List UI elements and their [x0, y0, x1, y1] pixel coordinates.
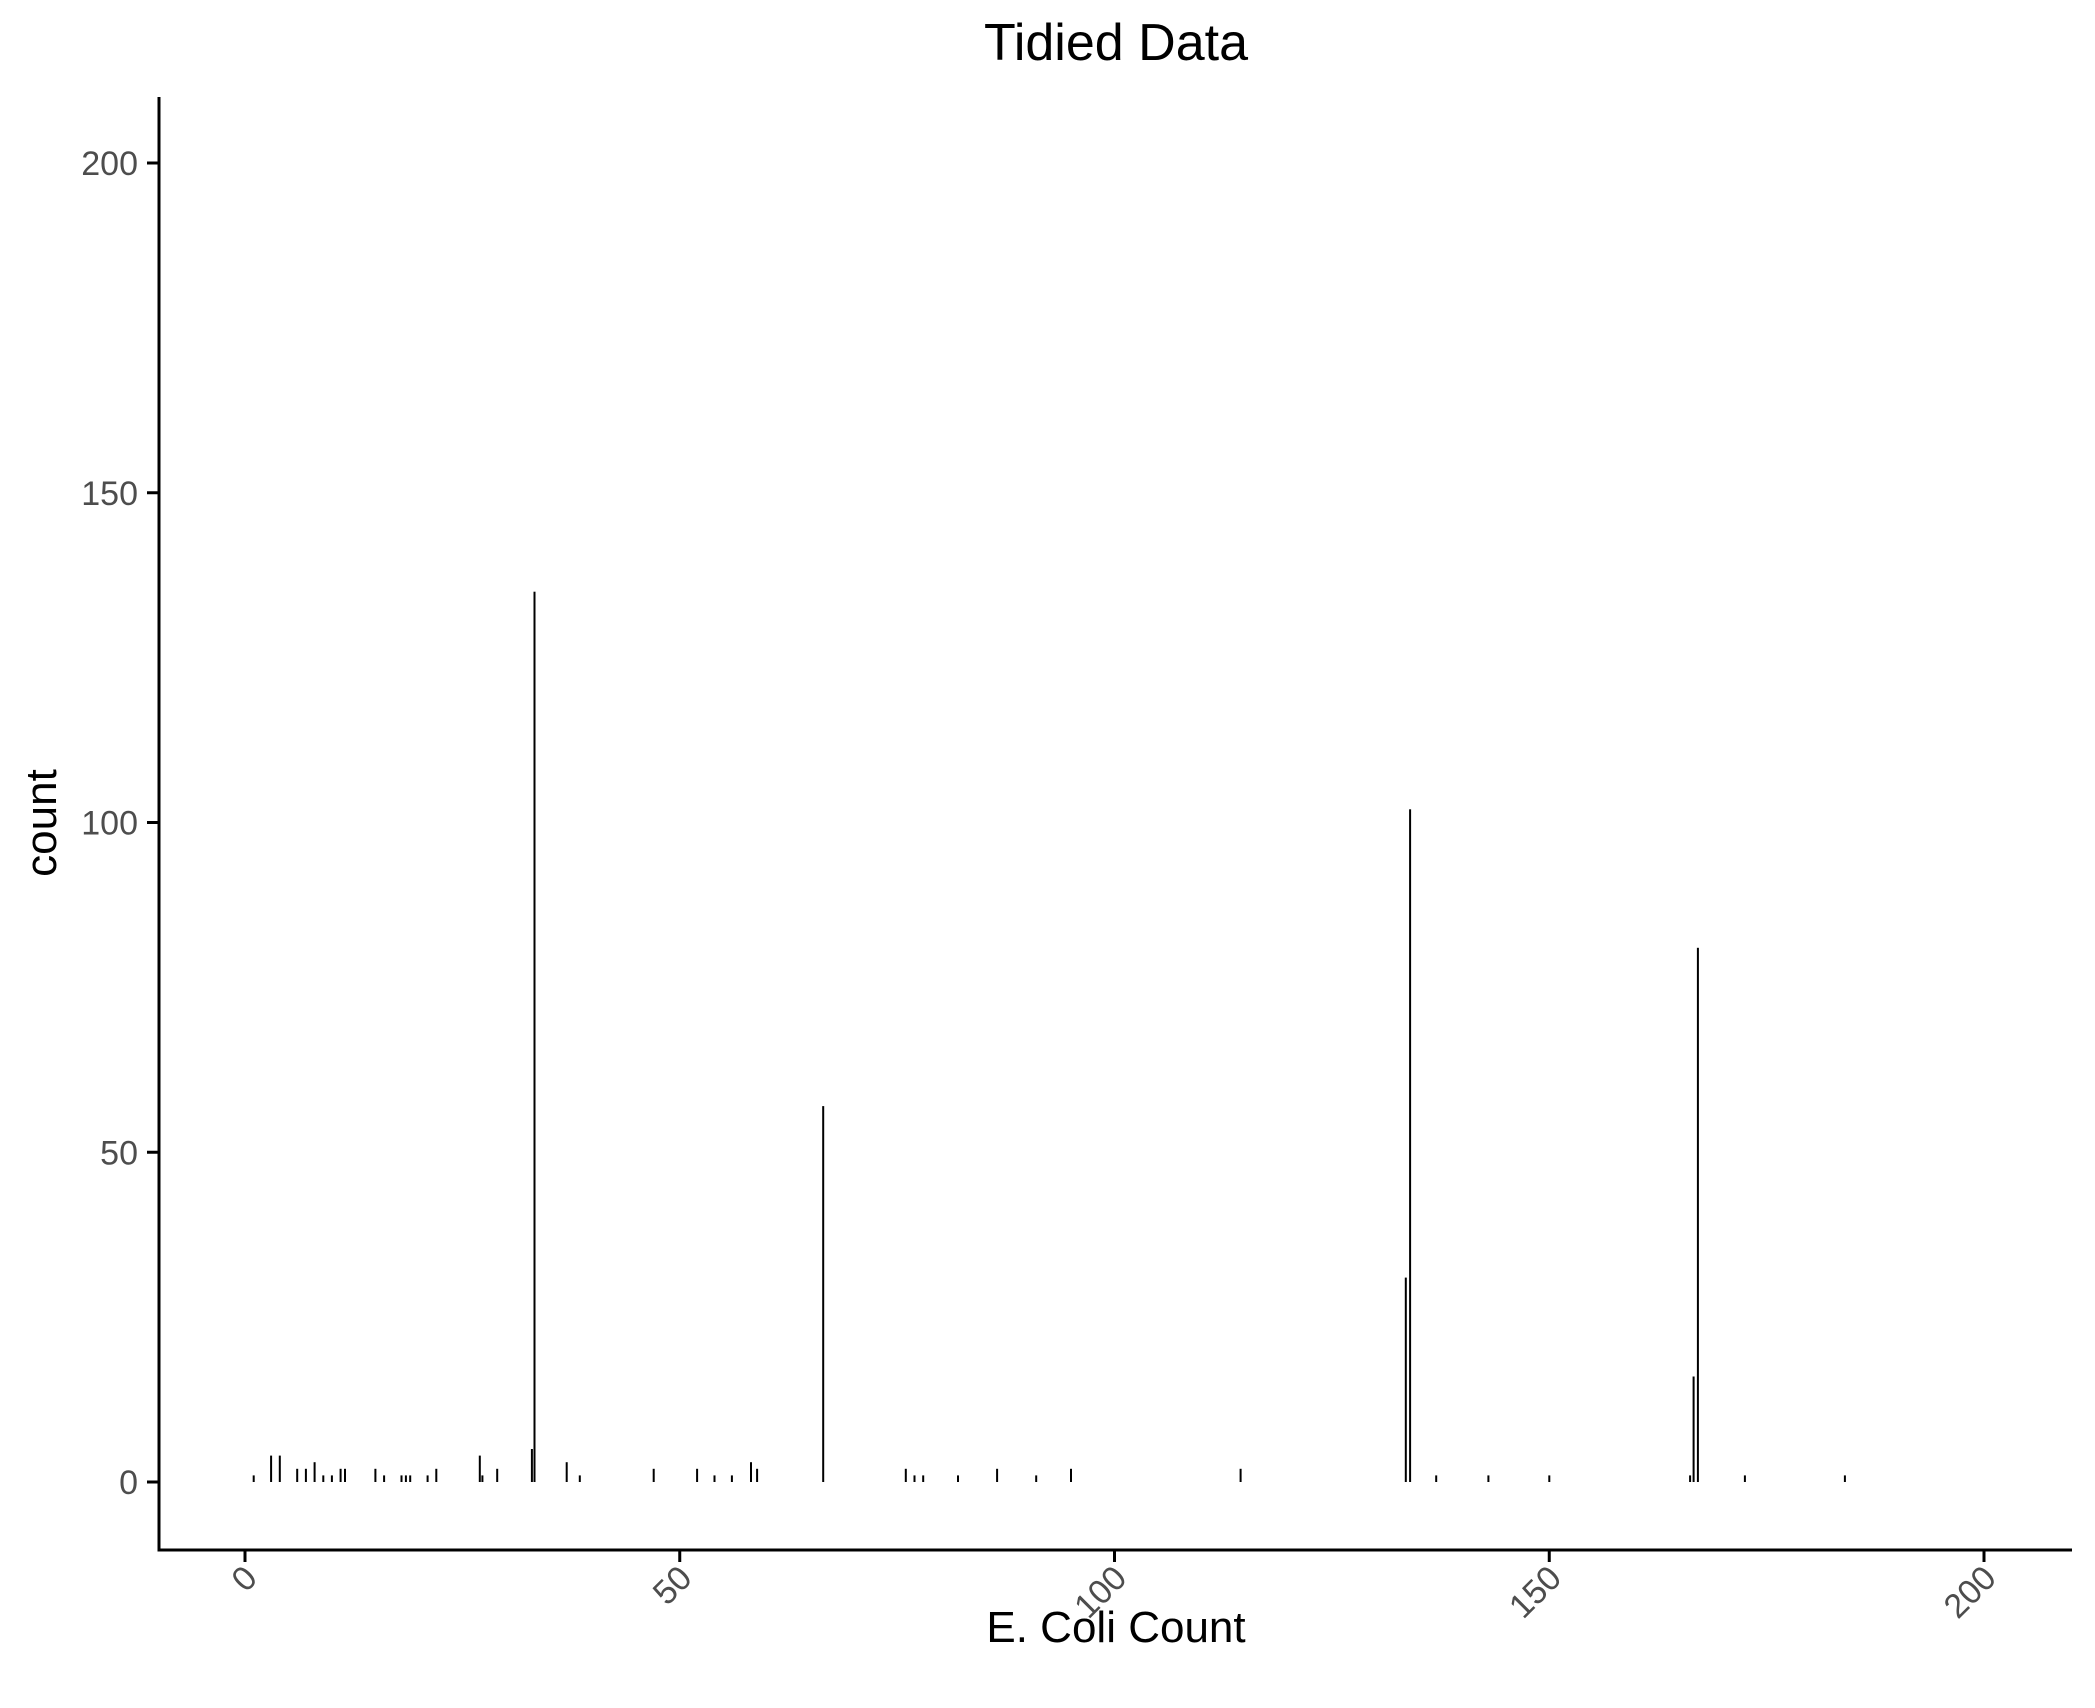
x-tick-label: 200 — [1937, 1559, 2004, 1626]
histogram-bar — [270, 1455, 273, 1482]
y-ticks-layer: 0 50 100 150 200 — [81, 145, 159, 1502]
x-tick-label: 150 — [1502, 1559, 1569, 1626]
histogram-bar — [904, 1468, 907, 1482]
histogram-bar — [252, 1475, 255, 1482]
y-tick-label: 150 — [81, 475, 138, 513]
histogram-bar — [1070, 1468, 1072, 1482]
histogram-bar — [652, 1468, 655, 1482]
histogram-bar — [304, 1468, 307, 1482]
histogram-bar — [1435, 1475, 1438, 1482]
histogram-bar — [404, 1475, 407, 1482]
histogram-bar — [1239, 1468, 1242, 1482]
histogram-bar — [496, 1468, 499, 1482]
histogram-bar — [426, 1475, 429, 1482]
histogram-bar — [913, 1475, 916, 1482]
histogram-bar — [750, 1462, 752, 1482]
histogram-bar — [957, 1475, 959, 1482]
histogram-bar — [730, 1475, 733, 1482]
histogram-bar — [435, 1468, 438, 1482]
histogram-bar — [296, 1468, 299, 1482]
histogram-bar — [339, 1468, 342, 1482]
histogram-bar — [565, 1462, 568, 1482]
histogram-bar — [1696, 947, 1699, 1482]
x-tick-label: 0 — [224, 1559, 264, 1599]
histogram-bar — [400, 1475, 403, 1482]
histogram-bar — [530, 1449, 533, 1482]
histogram-bar — [696, 1468, 699, 1482]
y-tick-label: 100 — [81, 805, 138, 843]
histogram-bar — [481, 1475, 484, 1482]
histogram-bar — [322, 1475, 325, 1482]
bars-layer — [252, 591, 1846, 1482]
histogram-bar — [1843, 1475, 1846, 1482]
histogram-bar — [1487, 1475, 1490, 1482]
histogram-bar — [344, 1468, 346, 1482]
histogram-bar — [822, 1106, 825, 1482]
histogram-bar — [1689, 1475, 1692, 1482]
histogram-bar — [996, 1468, 999, 1482]
histogram-bar — [1404, 1277, 1407, 1482]
histogram-bar — [374, 1468, 377, 1482]
histogram-bar — [1692, 1376, 1695, 1482]
y-tick-label: 0 — [119, 1464, 138, 1502]
histogram-bar — [1035, 1475, 1038, 1482]
y-tick-label: 50 — [100, 1134, 138, 1172]
histogram-bar — [578, 1475, 581, 1482]
y-tick-label: 200 — [81, 145, 138, 183]
histogram-bar — [922, 1475, 925, 1482]
histogram-bar — [1743, 1475, 1746, 1482]
histogram-bar — [278, 1455, 281, 1482]
histogram-bar — [409, 1475, 412, 1482]
histogram-bar — [383, 1475, 386, 1482]
x-axis-title: E. Coli Count — [986, 1603, 1245, 1652]
histogram-bar — [1409, 809, 1412, 1482]
histogram-bar — [478, 1455, 481, 1482]
histogram-bar — [1548, 1475, 1551, 1482]
y-axis-title: count — [17, 769, 66, 877]
histogram-bar — [713, 1475, 716, 1482]
histogram-bar — [313, 1462, 316, 1482]
x-tick-label: 50 — [646, 1559, 700, 1613]
histogram-bar — [756, 1468, 759, 1482]
chart-title: Tidied Data — [984, 14, 1248, 72]
histogram-bar — [533, 591, 536, 1482]
histogram-bar — [330, 1475, 333, 1482]
